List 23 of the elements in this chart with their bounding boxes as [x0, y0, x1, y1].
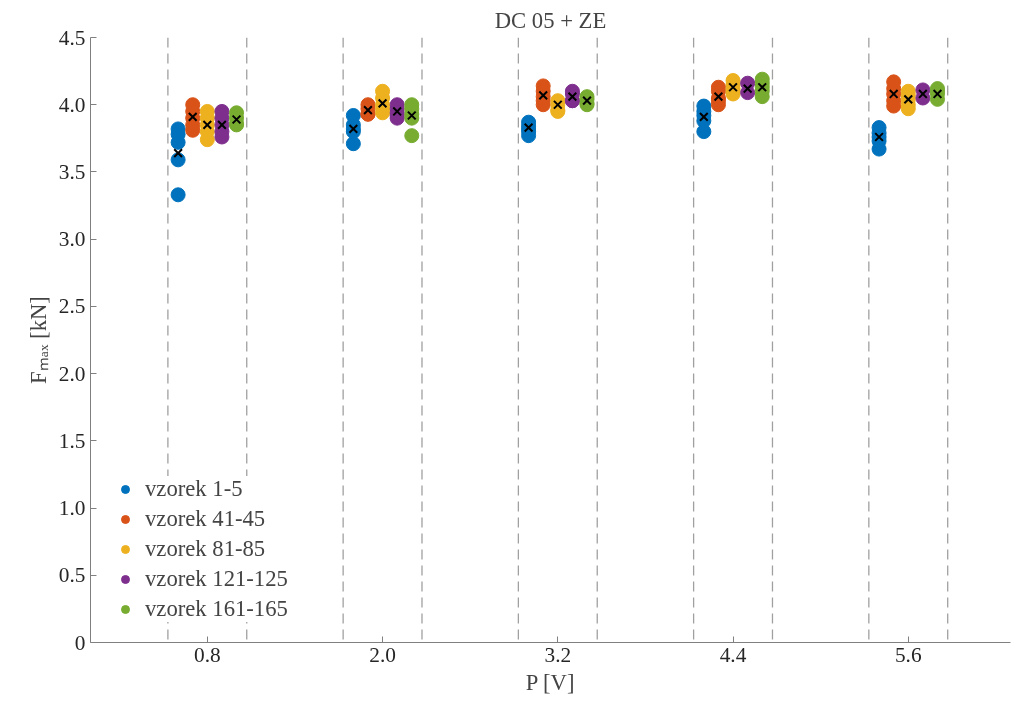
- y-tick-label: 3.5: [58, 159, 86, 184]
- y-tick-label: 4.0: [58, 92, 86, 117]
- y-axis-title: Fₘₐₓ [kN]: [25, 296, 51, 384]
- x-tick-label: 0.8: [194, 642, 221, 667]
- y-tick-label: 0: [74, 630, 86, 655]
- legend-label: vzorek 121-125: [145, 566, 288, 592]
- y-tick-label: 3.0: [58, 227, 86, 252]
- legend-label: vzorek 161-165: [145, 596, 288, 622]
- legend-label: vzorek 1-5: [145, 476, 243, 502]
- y-tick-label: 0.5: [58, 563, 86, 588]
- y-tick-label: 2.0: [58, 361, 86, 386]
- y-tick-label: 1.5: [58, 428, 86, 453]
- x-tick-label: 3.2: [544, 642, 572, 667]
- chart-title: DC 05 + ZE: [494, 7, 607, 33]
- y-tick-label: 1.0: [58, 496, 86, 521]
- x-axis-title: P [V]: [525, 669, 575, 695]
- x-tick-label: 2.0: [369, 642, 396, 667]
- x-tick-label: 4.4: [719, 642, 747, 667]
- legend-label: vzorek 81-85: [145, 536, 266, 562]
- x-tick-label: 5.6: [894, 642, 922, 667]
- y-tick-label: 2.5: [58, 294, 86, 319]
- y-tick-label: 4.5: [58, 25, 86, 50]
- legend-label: vzorek 41-45: [145, 506, 266, 532]
